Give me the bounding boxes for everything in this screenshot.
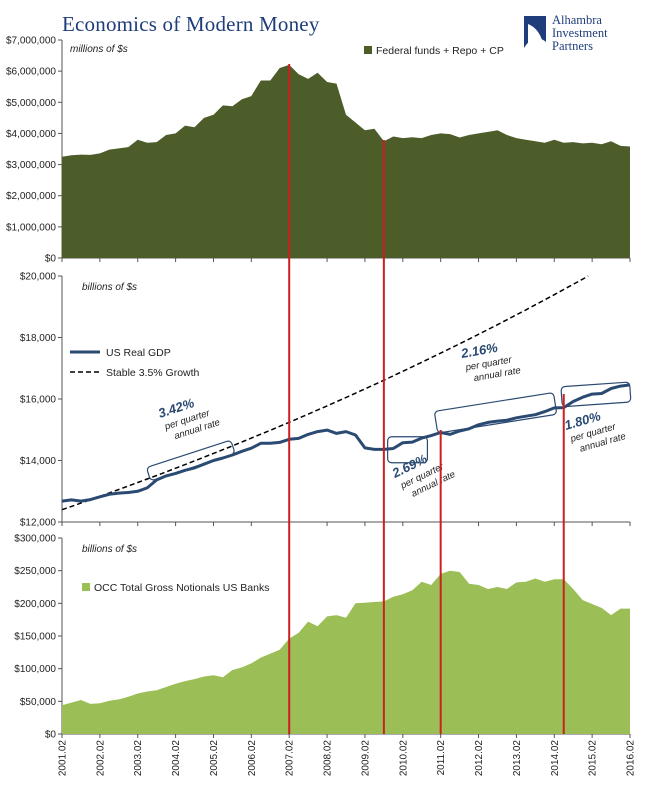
panel-3: $0 $50,000 $100,000 $150,000 $200,000 $250,00… (14, 534, 631, 741)
panel-2: $12,000 $14,000 $16,000 $18,000 $20,000 billi… (20, 272, 632, 529)
x-tick-label: 2002.02 (95, 740, 106, 777)
company-logo: Alhambra Investment Partners (520, 14, 657, 60)
units-label: billions of $s (82, 544, 137, 555)
y-tick-label: $300,000 (14, 534, 56, 545)
y-tick-label: $0 (45, 730, 57, 741)
annotation-bracket (387, 436, 429, 464)
y-tick-label: $6,000,000 (6, 67, 56, 78)
legend-label: Federal funds + Repo + CP (376, 45, 504, 57)
chart-title: Economics of Modern Money (62, 12, 320, 36)
y-tick-label: $7,000,000 (6, 36, 56, 47)
x-tick-label: 2012.02 (474, 740, 485, 777)
annotation-bracket (560, 381, 632, 408)
y-tick-label: $16,000 (20, 395, 57, 406)
y-tick-label: $18,000 (20, 333, 57, 344)
y-tick-label: $1,000,000 (6, 222, 56, 233)
units-label: millions of $s (70, 44, 128, 55)
y-tick-label: $150,000 (14, 632, 56, 643)
x-tick-label: 2013.02 (512, 740, 523, 777)
legend-label: OCC Total Gross Notionals US Banks (94, 582, 269, 594)
trend-line (61, 275, 589, 511)
x-tick-label: 2010.02 (398, 740, 409, 777)
legend-swatch (364, 46, 372, 54)
series-area (62, 64, 630, 259)
annotation-rate: 2.16% (459, 340, 499, 361)
logo-line-2: Investment (552, 26, 608, 40)
panel-1: $0 $1,000,000 $2,000,000 $3,000,000 $4,000,0… (6, 36, 631, 265)
x-tick-label: 2015.02 (588, 740, 599, 777)
x-tick-label: 2009.02 (360, 740, 371, 777)
legend-swatch (82, 583, 90, 591)
y-tick-label: $250,000 (14, 566, 56, 577)
series-area (62, 570, 630, 734)
y-tick-label: $2,000,000 (6, 191, 56, 202)
annotation-bracket (434, 392, 557, 434)
y-tick-label: $14,000 (20, 456, 57, 467)
x-tick-label: 2007.02 (285, 740, 296, 777)
x-tick-label: 2001.02 (58, 740, 69, 777)
legend-label-trend: Stable 3.5% Growth (106, 367, 200, 379)
x-tick-label: 2008.02 (323, 740, 334, 777)
gdp-line (61, 383, 631, 503)
x-tick-label: 2003.02 (133, 740, 144, 777)
annotation-bracket (146, 440, 235, 481)
x-tick-label: 2004.02 (171, 740, 182, 777)
x-tick-label: 2006.02 (247, 740, 258, 777)
y-tick-label: $0 (45, 254, 57, 265)
y-tick-label: $5,000,000 (6, 98, 56, 109)
y-tick-label: $4,000,000 (6, 129, 56, 140)
logo-text: Alhambra Investment Partners (552, 14, 608, 53)
y-tick-label: $50,000 (20, 697, 57, 708)
y-tick-label: $12,000 (20, 518, 57, 529)
x-tick-label: 2011.02 (436, 740, 447, 776)
x-tick-label: 2005.02 (209, 740, 220, 777)
y-tick-label: $3,000,000 (6, 160, 56, 171)
y-tick-label: $200,000 (14, 599, 56, 610)
legend-label-gdp: US Real GDP (106, 347, 171, 359)
alhambra-logo-icon (524, 16, 546, 48)
units-label: billions of $s (82, 282, 137, 293)
x-tick-label: 2014.02 (550, 740, 561, 777)
logo-line-3: Partners (552, 39, 593, 53)
y-tick-label: $100,000 (14, 664, 56, 675)
logo-line-1: Alhambra (552, 13, 602, 27)
x-tick-label: 2016.02 (626, 740, 637, 777)
y-tick-label: $20,000 (20, 272, 57, 283)
